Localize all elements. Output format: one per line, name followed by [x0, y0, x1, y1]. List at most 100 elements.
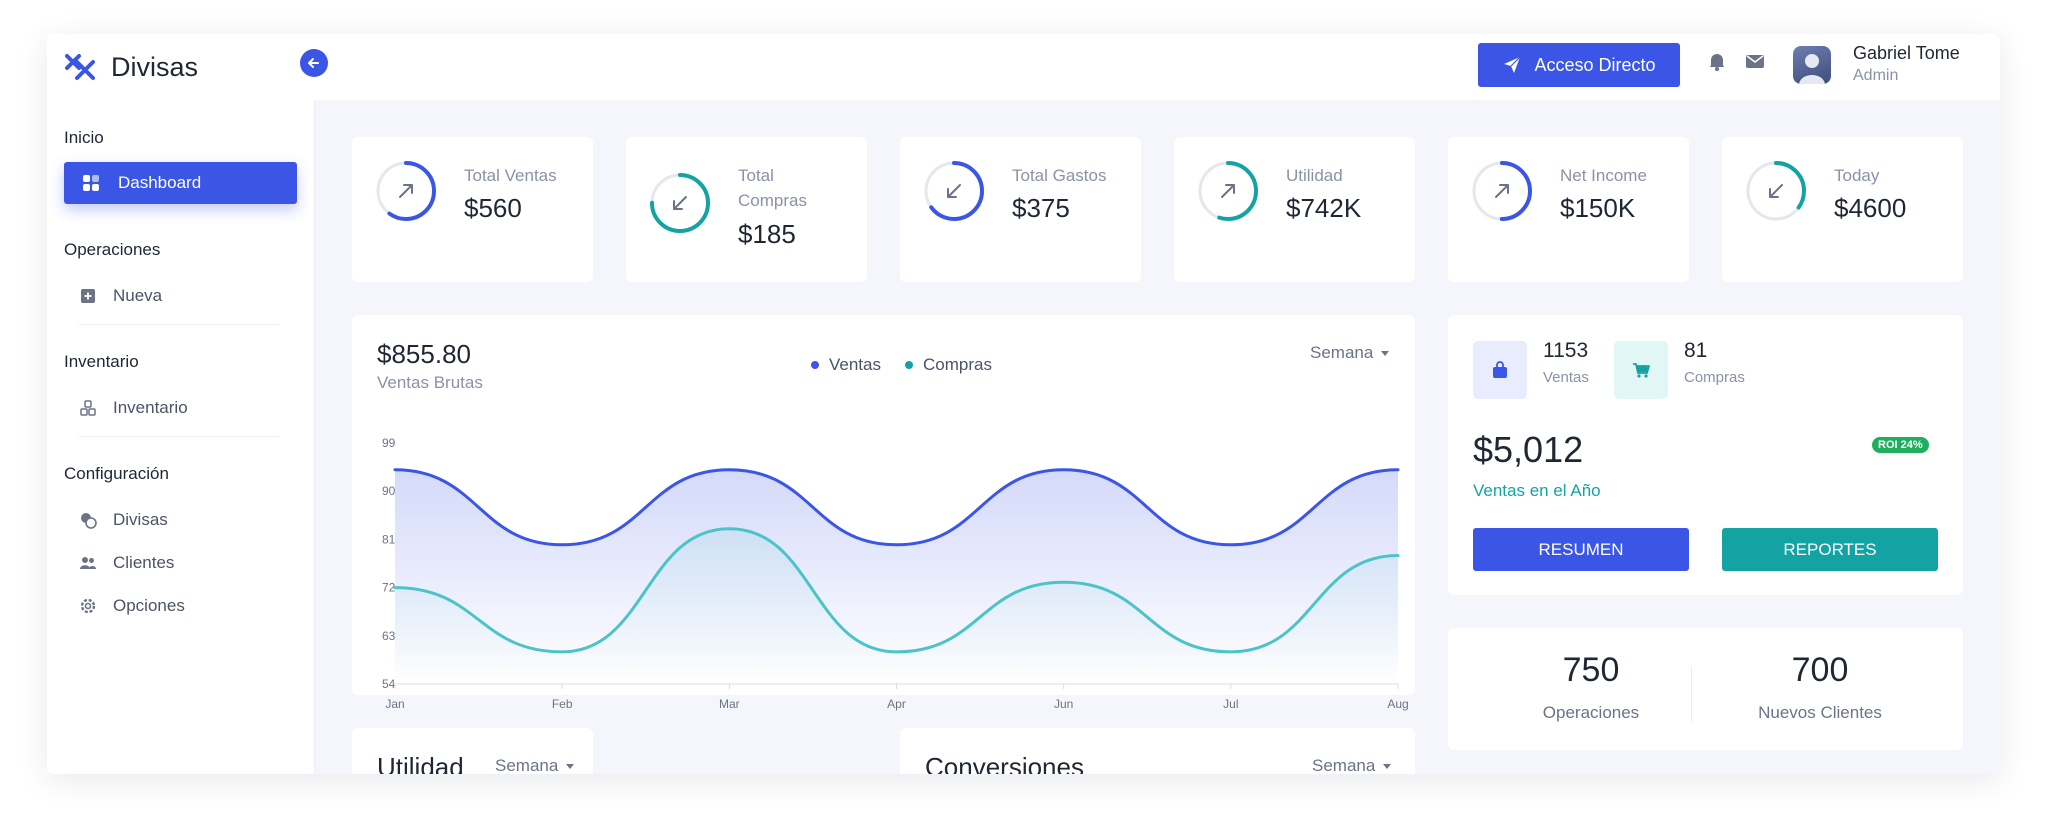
direct-access-label: Acceso Directo [1534, 54, 1656, 75]
x-tick-label: Mar [719, 697, 740, 711]
paper-plane-icon [1504, 56, 1521, 73]
stat-card-total-gastos: Total Gastos $375 [900, 137, 1141, 282]
sidebar-item-nueva[interactable]: Nueva [79, 284, 162, 308]
operations-count: 750 [1562, 651, 1620, 689]
arrow-down-left-icon [673, 196, 687, 210]
stat-label: Net Income [1560, 166, 1647, 185]
brand[interactable]: Divisas [63, 48, 198, 86]
sales-count-label: Ventas [1543, 369, 1589, 386]
legend-label: Compras [923, 355, 992, 374]
bell-icon[interactable] [1706, 50, 1728, 72]
sidebar-item-label: Clientes [113, 553, 175, 572]
year-sales-amount: $5,012 [1473, 429, 1584, 470]
divider [79, 324, 279, 325]
y-tick-label: 99 [382, 436, 396, 450]
operations-label: Operaciones [1542, 703, 1640, 722]
summary-card: 1153 Ventas 81 Compras $5,012 ROI 24% Ve… [1448, 315, 1963, 595]
shopping-bag-icon [1493, 361, 1507, 378]
progress-ring-fill [1472, 161, 1532, 221]
stat-card-total-ventas: Total Ventas $560 [352, 137, 593, 282]
purchases-tile [1614, 341, 1668, 399]
mail-icon[interactable] [1744, 50, 1766, 72]
sidebar-item-label: Nueva [113, 286, 163, 305]
sidebar-item-divisas[interactable]: Divisas [79, 508, 168, 532]
progress-ring [1472, 161, 1532, 221]
year-sales-label: Ventas en el Año [1473, 481, 1601, 500]
sidebar-item-label: Inventario [113, 398, 188, 417]
progress-ring-fill [924, 161, 984, 221]
section-title-configuracion: Configuración [64, 464, 169, 483]
divider [79, 436, 279, 437]
new-clients-label: Nuevos Clientes [1758, 703, 1882, 722]
section-title-operaciones: Operaciones [64, 240, 161, 259]
caret-down-icon [566, 763, 575, 769]
section-title-inicio: Inicio [64, 128, 104, 147]
progress-ring [650, 173, 710, 233]
legend-item-ventas[interactable]: Ventas [811, 355, 881, 375]
y-tick-label: 63 [382, 629, 396, 643]
section-title-inventario: Inventario [64, 352, 139, 371]
progress-ring-fill [1198, 161, 1258, 221]
x-tick-label: Aug [1387, 697, 1408, 711]
sidebar-item-inventario[interactable]: Inventario [79, 396, 188, 420]
stat-value: $150K [1560, 193, 1636, 223]
gross-sales-label: Ventas Brutas [377, 373, 483, 392]
progress-ring [376, 161, 436, 221]
roi-badge: ROI 24% [1872, 437, 1929, 453]
cart-icon [1633, 363, 1650, 378]
new-clients-count: 700 [1791, 651, 1849, 689]
stat-card-net-income: Net Income $150K [1448, 137, 1689, 282]
arrow-left-icon [308, 58, 319, 68]
sidebar-toggle-button[interactable] [300, 49, 328, 77]
progress-ring [1198, 161, 1258, 221]
sales-line-chart: 54 63 72 81 90 99 Jan Feb Mar Apr Jun Jul Aug [382, 436, 1409, 711]
x-tick-label: Jun [1054, 697, 1073, 711]
stat-value: $375 [1012, 193, 1070, 223]
conversiones-panel: Conversiones Semana [900, 728, 1415, 774]
y-tick-label: 81 [382, 532, 396, 546]
grid-icon [83, 175, 99, 191]
period-dropdown[interactable]: Semana [1310, 343, 1390, 363]
stat-label: Today [1834, 166, 1880, 185]
series-area-compras [395, 528, 1398, 684]
legend-label: Ventas [829, 355, 881, 374]
direct-access-button[interactable]: Acceso Directo [1478, 43, 1680, 87]
stat-card-utilidad: Utilidad $742K [1174, 137, 1415, 282]
progress-ring-fill [376, 161, 436, 221]
sidebar: Inicio Dashboard Operaciones Nueva Inven… [47, 100, 315, 774]
arrow-up-right-icon [399, 184, 413, 198]
reportes-button[interactable]: REPORTES [1722, 528, 1938, 571]
sidebar-item-opciones[interactable]: Opciones [79, 594, 185, 618]
sidebar-item-label: Divisas [113, 510, 168, 529]
sales-tile [1473, 341, 1527, 399]
period-dropdown-label: Semana [1312, 756, 1376, 774]
panel-title: Utilidad [377, 752, 464, 774]
progress-ring-fill [1746, 161, 1806, 221]
period-dropdown[interactable]: Semana [1312, 756, 1392, 774]
avatar[interactable] [1793, 46, 1831, 84]
app-window: Divisas Acceso Directo [47, 34, 2000, 774]
resumen-button[interactable]: RESUMEN [1473, 528, 1689, 571]
period-dropdown[interactable]: Semana [495, 756, 575, 774]
period-dropdown-label: Semana [1310, 343, 1374, 362]
stat-value: $560 [464, 193, 522, 223]
legend-item-compras[interactable]: Compras [905, 355, 992, 375]
kpi-card: 750 Operaciones 700 Nuevos Clientes [1448, 628, 1963, 750]
x-tick-label: Apr [887, 697, 906, 711]
stat-label: Total Gastos [1012, 166, 1107, 185]
sales-chart-card: $855.80 Ventas Brutas Ventas Compras Sem… [352, 315, 1415, 711]
arrow-down-left-icon [1769, 184, 1783, 198]
series-line-ventas [393, 468, 1400, 547]
y-tick-label: 90 [382, 484, 396, 498]
sidebar-item-clientes[interactable]: Clientes [79, 551, 174, 575]
stat-label: Total Compras [738, 166, 807, 210]
gear-icon [80, 598, 96, 614]
stat-label: Utilidad [1286, 166, 1343, 185]
user-name[interactable]: Gabriel Tome [1853, 43, 1960, 63]
gross-sales-amount: $855.80 [377, 339, 471, 369]
sidebar-item-dashboard[interactable]: Dashboard [64, 162, 297, 204]
user-role: Admin [1853, 67, 1899, 84]
stat-value: $4600 [1834, 193, 1907, 223]
caret-down-icon [1383, 763, 1392, 769]
sidebar-item-label: Dashboard [118, 173, 202, 192]
